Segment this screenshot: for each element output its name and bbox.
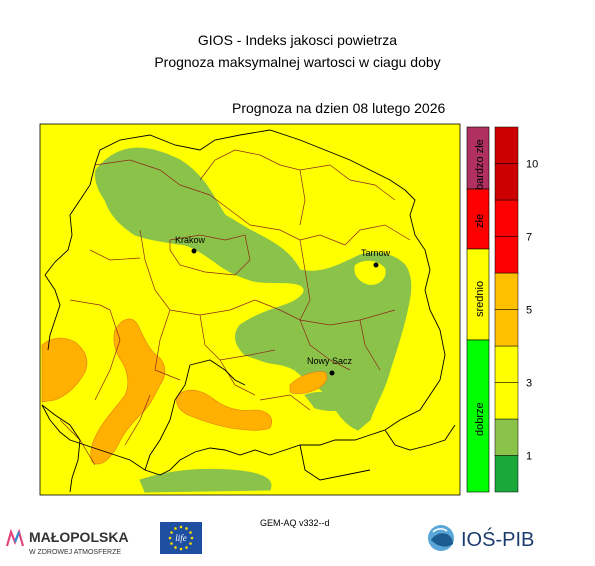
legend-label-very-bad: bardzo złe bbox=[474, 139, 486, 190]
district-borders bbox=[59, 149, 411, 466]
eu-life-logo: life bbox=[160, 522, 202, 554]
colorbar-tick-label: 1 bbox=[526, 451, 532, 463]
legend-label-good: dobrze bbox=[474, 402, 486, 436]
model-version: GEM-AQ v332--d bbox=[260, 518, 330, 528]
green-zones bbox=[95, 129, 412, 493]
colorbar bbox=[494, 126, 519, 493]
forecast-date: Prognoza na dzien 08 lutego 2026 bbox=[232, 100, 446, 116]
city-label: Krakow bbox=[175, 235, 206, 245]
colorbar-segment bbox=[494, 126, 519, 164]
region-border bbox=[41, 129, 456, 493]
colorbar-segment bbox=[494, 309, 519, 347]
city-label: Tarnow bbox=[361, 248, 391, 258]
colorbar-segment bbox=[494, 345, 519, 383]
city-label: Nowy Sacz bbox=[307, 356, 353, 366]
city-krakow: Krakow bbox=[175, 235, 206, 254]
orange-zones bbox=[41, 318, 328, 465]
svg-text:W ZDROWEJ ATMOSFERZE: W ZDROWEJ ATMOSFERZE bbox=[29, 549, 121, 556]
colorbar-segment bbox=[494, 382, 519, 420]
ios-pib-logo: IOŚ-PIB bbox=[428, 525, 534, 551]
colorbar-segment bbox=[494, 455, 519, 493]
category-legend: bardzo złe złe srednio dobrze bbox=[466, 126, 490, 493]
colorbar-ticks: 1 3 5 7 10 bbox=[526, 159, 538, 463]
map-title: GIOS - Indeks jakosci powietrza bbox=[197, 32, 398, 48]
city-nowy-sacz: Nowy Sacz bbox=[307, 356, 353, 376]
colorbar-segment bbox=[494, 236, 519, 274]
colorbar-tick-label: 3 bbox=[526, 378, 532, 390]
svg-text:life: life bbox=[175, 533, 187, 543]
colorbar-segment bbox=[494, 272, 519, 310]
map-subtitle: Prognoza maksymalnej wartosci w ciagu do… bbox=[154, 54, 441, 70]
legend-label-moderate: srednio bbox=[474, 281, 486, 317]
colorbar-segment bbox=[494, 199, 519, 237]
colorbar-tick-label: 7 bbox=[526, 232, 532, 244]
malopolska-logo: MAŁOPOLSKA W ZDROWEJ ATMOSFERZE bbox=[5, 528, 129, 556]
legend-label-bad: złe bbox=[474, 214, 486, 228]
svg-text:IOŚ-PIB: IOŚ-PIB bbox=[461, 527, 534, 551]
city-tarnow: Tarnow bbox=[361, 248, 391, 268]
colorbar-tick-label: 5 bbox=[526, 305, 532, 317]
colorbar-tick-label: 10 bbox=[526, 159, 538, 171]
colorbar-segment bbox=[494, 163, 519, 201]
svg-text:MAŁOPOLSKA: MAŁOPOLSKA bbox=[29, 529, 129, 545]
colorbar-segment bbox=[494, 418, 519, 456]
